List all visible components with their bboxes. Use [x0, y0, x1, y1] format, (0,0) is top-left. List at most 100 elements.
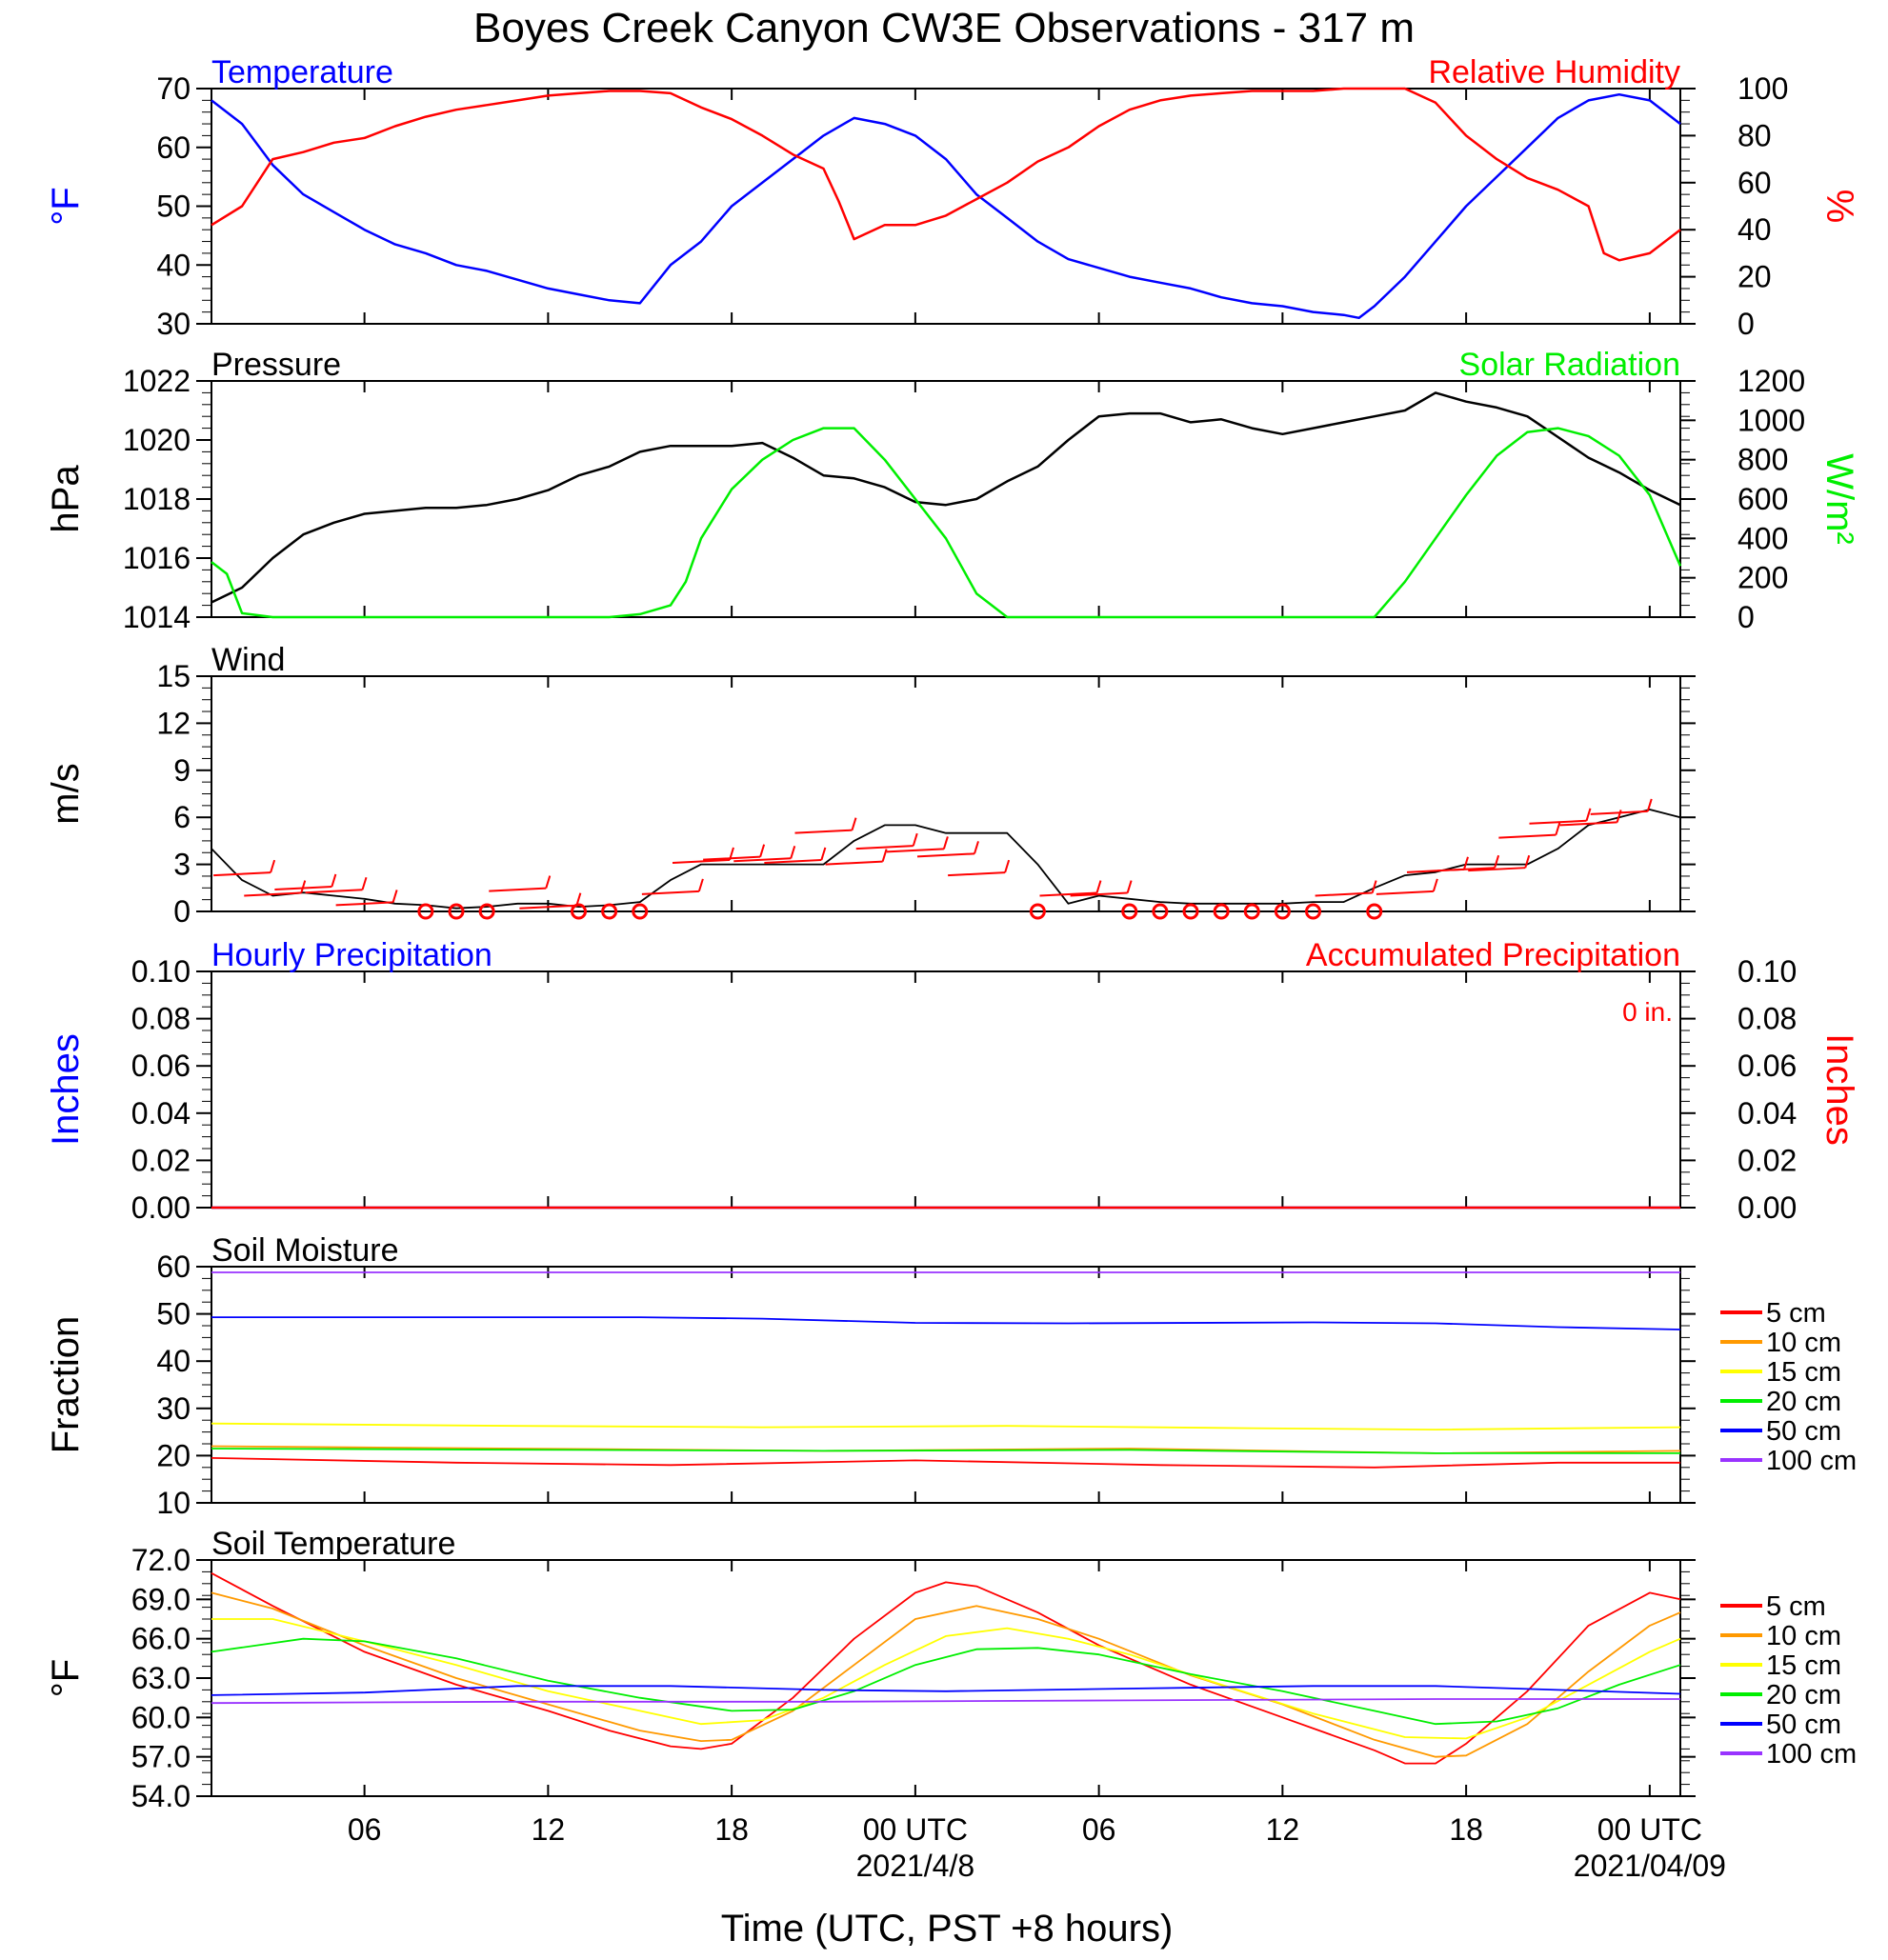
wind-barb	[335, 901, 393, 907]
y-tick-label: 15	[156, 659, 191, 693]
y-tick-label: 3	[173, 848, 191, 882]
y2-tick-label: 600	[1737, 482, 1788, 516]
y-tick-label: 30	[156, 1391, 191, 1426]
wind-barb-flag	[697, 878, 704, 892]
wind-barb	[794, 829, 853, 834]
calm-wind-marker	[1305, 903, 1321, 920]
wind-barb-flag	[331, 873, 337, 888]
wind-barb	[641, 890, 699, 895]
panel-frame	[211, 970, 1681, 1209]
panel-soil_moisture: 10 20 30 40 50 60 Soil Moisture Fraction	[45, 1232, 1696, 1520]
y-tick-label: 1018	[123, 482, 191, 516]
y-tick-label: 40	[156, 248, 191, 282]
series-line	[211, 87, 1681, 262]
y-tick-label: 1020	[123, 423, 191, 457]
series-line	[211, 1637, 1681, 1726]
x-tick-label: 12	[1266, 1812, 1300, 1847]
panel-pressure_solar: 1014 1016 1018 1020 1022 0 200 400 600 800 1000 120…	[45, 347, 1860, 634]
y-axis-label: hPa	[45, 465, 87, 533]
wind-barb-flag	[1004, 859, 1011, 873]
legend-label: 10 cm	[1766, 1621, 1841, 1651]
wind-barb-flag	[912, 832, 918, 847]
wind-barb-flag	[300, 880, 307, 893]
y-tick-label: 63.0	[131, 1661, 191, 1695]
wind-barb-flag	[1432, 878, 1438, 892]
y2-tick-label: 0.00	[1737, 1190, 1797, 1225]
y2-tick-label: 0.04	[1737, 1096, 1797, 1130]
wind-barb	[764, 858, 822, 864]
series-line	[211, 1698, 1680, 1705]
panel-precip: 0.00 0.02 0.04 0.06 0.08 0.10 0.00 0.02 0.04 0.06…	[45, 937, 1860, 1225]
series-line	[211, 1591, 1681, 1758]
y2-tick-label: 80	[1737, 118, 1772, 152]
calm-wind-marker	[571, 903, 587, 920]
y-axis-label: °F	[45, 187, 87, 225]
y2-tick-label: 0.02	[1737, 1143, 1797, 1177]
wind-barb	[1498, 833, 1557, 839]
wind-barb-flag	[1524, 854, 1531, 869]
series-line	[211, 1685, 1681, 1696]
wind-barb	[855, 845, 914, 850]
calm-wind-marker	[1213, 903, 1230, 920]
wind-barb-flag	[881, 849, 888, 862]
y-tick-label: 60	[156, 130, 191, 165]
wind-barb	[703, 855, 761, 861]
wind-barb-flag	[545, 875, 552, 889]
y-tick-label: 50	[156, 1297, 191, 1331]
y2-axis-label: %	[1818, 190, 1860, 224]
y-tick-label: 1014	[123, 600, 191, 634]
wind-barb	[1070, 891, 1128, 897]
x-date-label: 2021/04/09	[1574, 1849, 1726, 1883]
y-tick-label: 1016	[123, 541, 191, 575]
y-tick-label: 0.04	[131, 1096, 191, 1130]
wind-barb-flag	[1126, 880, 1133, 893]
panel-left-title: Hourly Precipitation	[211, 937, 492, 973]
wind-barb	[825, 860, 883, 866]
calm-wind-marker	[601, 903, 618, 920]
wind-barb	[213, 871, 271, 877]
wind-barb	[305, 889, 363, 894]
calm-wind-marker	[448, 903, 465, 920]
wind-barb-flag	[1494, 854, 1500, 869]
y-axis-label: °F	[45, 1659, 87, 1697]
panel-soil_temp: 54.0 57.0 60.0 63.0 66.0 69.0 72.0 Soil Tempera…	[45, 1526, 1696, 1813]
y-tick-label: 66.0	[131, 1622, 191, 1656]
y-tick-label: 10	[156, 1486, 191, 1520]
series-line	[211, 1422, 1681, 1430]
x-tick-label: 00 UTC	[1597, 1812, 1702, 1847]
wind-barb-flag	[1646, 798, 1653, 812]
wind-barb	[916, 852, 975, 858]
calm-wind-marker	[1243, 903, 1260, 920]
y-tick-label: 57.0	[131, 1740, 191, 1774]
calm-wind-marker	[478, 903, 495, 920]
series-line	[211, 1448, 1680, 1454]
legend-label: 10 cm	[1766, 1328, 1841, 1358]
y2-tick-label: 20	[1737, 260, 1772, 294]
calm-wind-marker	[1152, 903, 1169, 920]
legend-label: 15 cm	[1766, 1650, 1841, 1681]
panel-frame	[211, 380, 1681, 618]
wind-barb	[1559, 821, 1617, 827]
panel-frame	[211, 675, 1681, 912]
y-tick-label: 60.0	[131, 1700, 191, 1734]
calm-wind-marker	[632, 903, 649, 920]
wind-barb-flag	[820, 847, 827, 861]
wind-barb-flag	[1555, 822, 1561, 835]
y2-tick-label: 400	[1737, 521, 1788, 555]
series-line	[211, 809, 1681, 910]
y-axis-label: Fraction	[45, 1316, 87, 1454]
y2-tick-label: 60	[1737, 166, 1772, 200]
wind-barb	[948, 871, 1006, 877]
y-tick-label: 6	[173, 800, 191, 834]
y2-tick-label: 200	[1737, 561, 1788, 595]
wind-barb	[519, 904, 577, 910]
legend-label: 50 cm	[1766, 1710, 1841, 1740]
wind-barb	[1437, 867, 1496, 872]
x-tick-label: 12	[532, 1812, 566, 1847]
legend-label: 50 cm	[1766, 1416, 1841, 1447]
series-line	[211, 92, 1681, 320]
x-tick-label: 00 UTC	[863, 1812, 968, 1847]
y-tick-label: 30	[156, 307, 191, 341]
wind-barb	[489, 887, 547, 892]
